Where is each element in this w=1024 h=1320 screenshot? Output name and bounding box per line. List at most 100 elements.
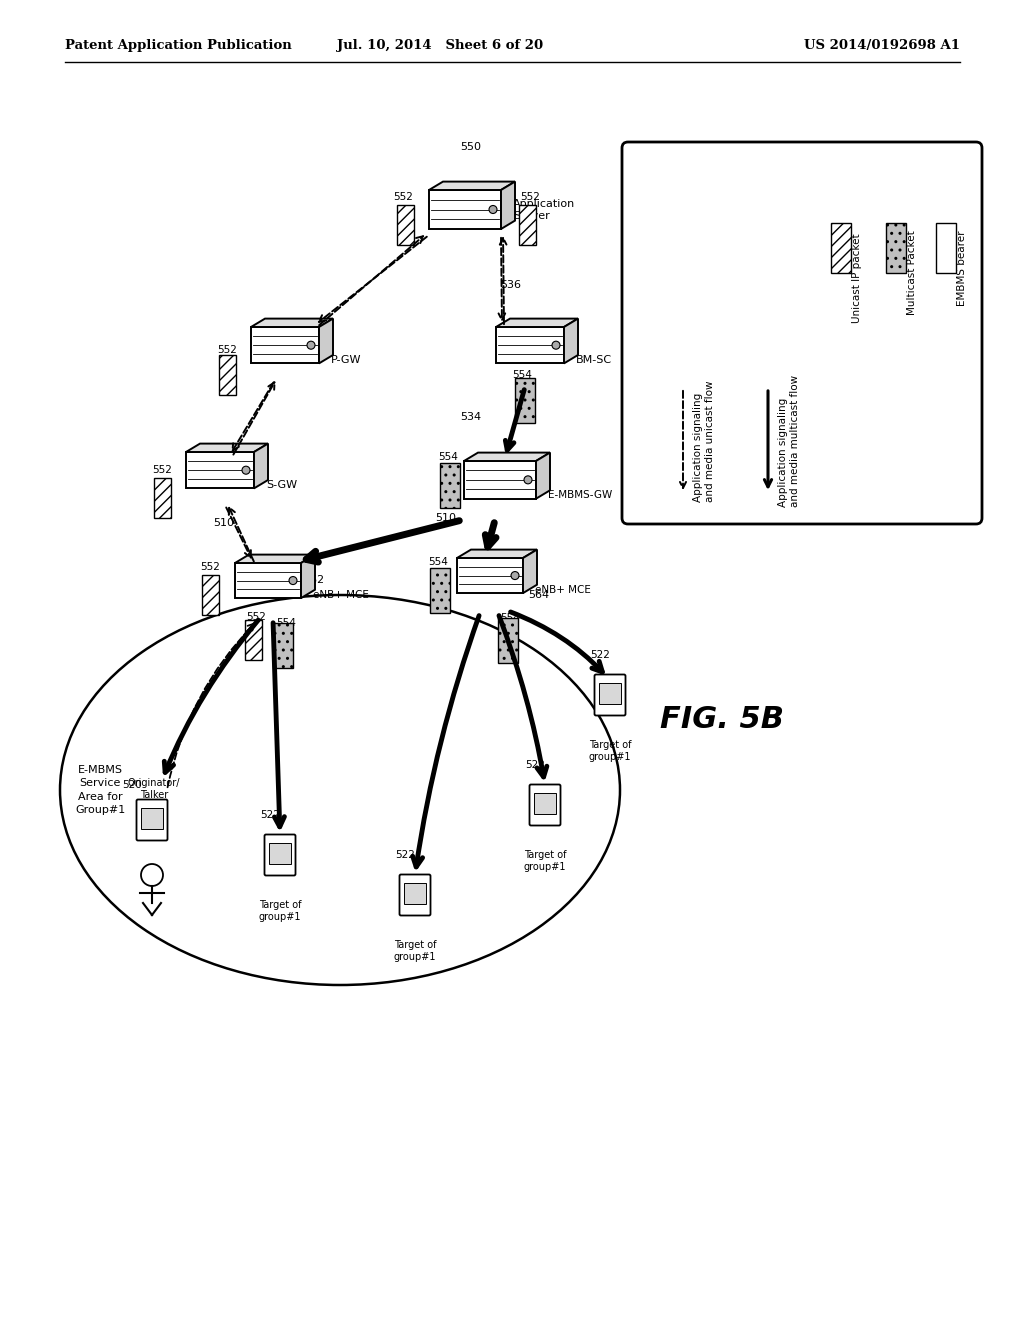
- Text: eNB+ MCE: eNB+ MCE: [313, 590, 369, 601]
- FancyBboxPatch shape: [154, 478, 171, 517]
- Text: FIG. 5B: FIG. 5B: [660, 705, 784, 734]
- Polygon shape: [536, 453, 550, 499]
- Text: Application
Server: Application Server: [513, 199, 575, 222]
- FancyBboxPatch shape: [404, 883, 426, 904]
- FancyBboxPatch shape: [251, 327, 319, 363]
- Text: 510: 510: [435, 513, 456, 523]
- FancyBboxPatch shape: [430, 568, 450, 612]
- Text: Application signaling
and media multicast flow: Application signaling and media multicas…: [778, 375, 801, 507]
- Text: E-MBMS
Service
Area for
Group#1: E-MBMS Service Area for Group#1: [75, 766, 125, 814]
- Text: 522: 522: [590, 649, 610, 660]
- Text: 522: 522: [260, 810, 280, 820]
- Text: 554: 554: [428, 557, 447, 568]
- Polygon shape: [186, 444, 268, 451]
- Text: 520: 520: [122, 780, 141, 789]
- FancyBboxPatch shape: [202, 576, 218, 615]
- Text: 552: 552: [200, 562, 220, 572]
- Text: Target of
group#1: Target of group#1: [589, 741, 631, 762]
- Text: 554: 554: [276, 618, 296, 628]
- Circle shape: [524, 475, 532, 484]
- Text: US 2014/0192698 A1: US 2014/0192698 A1: [804, 38, 961, 51]
- Polygon shape: [254, 444, 268, 488]
- Text: 554: 554: [500, 612, 520, 623]
- FancyBboxPatch shape: [936, 223, 956, 273]
- Text: Jul. 10, 2014   Sheet 6 of 20: Jul. 10, 2014 Sheet 6 of 20: [337, 38, 543, 51]
- FancyBboxPatch shape: [496, 327, 564, 363]
- Polygon shape: [301, 554, 315, 598]
- FancyBboxPatch shape: [886, 223, 906, 273]
- Text: 552: 552: [393, 191, 413, 202]
- FancyBboxPatch shape: [622, 143, 982, 524]
- Text: 550: 550: [460, 143, 481, 152]
- Polygon shape: [523, 549, 537, 593]
- Text: 536: 536: [500, 280, 521, 290]
- Text: eNB+ MCE: eNB+ MCE: [535, 585, 591, 595]
- Text: EMBMS bearer: EMBMS bearer: [957, 230, 967, 306]
- Polygon shape: [564, 318, 578, 363]
- FancyBboxPatch shape: [399, 874, 430, 916]
- Text: 552: 552: [217, 345, 237, 355]
- Text: Unicast IP packet: Unicast IP packet: [852, 234, 862, 323]
- FancyBboxPatch shape: [515, 378, 535, 422]
- FancyBboxPatch shape: [599, 682, 621, 704]
- Circle shape: [552, 341, 560, 350]
- FancyBboxPatch shape: [186, 451, 254, 488]
- Text: 564: 564: [528, 590, 549, 601]
- Text: Multicast Packet: Multicast Packet: [907, 231, 918, 315]
- Text: 554: 554: [438, 451, 458, 462]
- FancyBboxPatch shape: [534, 793, 556, 814]
- Text: 510: 510: [213, 517, 234, 528]
- Text: Originator/
Talker: Originator/ Talker: [128, 777, 180, 800]
- Circle shape: [511, 572, 519, 579]
- Text: BM-SC: BM-SC: [575, 355, 612, 366]
- Polygon shape: [319, 318, 333, 363]
- Polygon shape: [234, 554, 315, 564]
- FancyBboxPatch shape: [264, 834, 296, 875]
- Polygon shape: [251, 318, 333, 327]
- Text: Target of
group#1: Target of group#1: [523, 850, 566, 871]
- Text: S-GW: S-GW: [266, 480, 297, 490]
- Ellipse shape: [60, 595, 620, 985]
- FancyBboxPatch shape: [498, 618, 518, 663]
- Circle shape: [489, 206, 497, 214]
- Text: 552: 552: [152, 465, 172, 475]
- FancyBboxPatch shape: [529, 784, 560, 825]
- FancyBboxPatch shape: [518, 205, 536, 246]
- Circle shape: [242, 466, 250, 474]
- Text: P-GW: P-GW: [331, 355, 361, 366]
- Text: 552: 552: [520, 191, 540, 202]
- FancyBboxPatch shape: [429, 190, 501, 228]
- Polygon shape: [429, 182, 515, 190]
- Text: E-MBMS-GW: E-MBMS-GW: [548, 490, 612, 500]
- FancyBboxPatch shape: [396, 205, 414, 246]
- FancyBboxPatch shape: [234, 564, 301, 598]
- FancyBboxPatch shape: [457, 558, 523, 593]
- Polygon shape: [457, 549, 537, 558]
- Polygon shape: [496, 318, 578, 327]
- FancyBboxPatch shape: [136, 800, 168, 841]
- Text: 522: 522: [525, 760, 545, 770]
- Polygon shape: [501, 182, 515, 228]
- FancyBboxPatch shape: [245, 620, 261, 660]
- FancyBboxPatch shape: [440, 462, 460, 507]
- Polygon shape: [464, 453, 550, 461]
- Text: 552: 552: [246, 612, 266, 622]
- FancyBboxPatch shape: [464, 461, 536, 499]
- FancyBboxPatch shape: [218, 355, 236, 395]
- Text: Target of
group#1: Target of group#1: [394, 940, 436, 961]
- Text: 522: 522: [395, 850, 415, 861]
- Circle shape: [141, 865, 163, 886]
- Text: 534: 534: [460, 412, 481, 422]
- FancyBboxPatch shape: [595, 675, 626, 715]
- Text: Target of
group#1: Target of group#1: [259, 900, 301, 921]
- Circle shape: [289, 577, 297, 585]
- FancyBboxPatch shape: [141, 808, 163, 829]
- FancyBboxPatch shape: [273, 623, 293, 668]
- FancyBboxPatch shape: [831, 223, 851, 273]
- Text: 554: 554: [512, 370, 531, 380]
- Text: Application signaling
and media unicast flow: Application signaling and media unicast …: [693, 380, 716, 502]
- FancyBboxPatch shape: [269, 843, 291, 863]
- Circle shape: [307, 341, 315, 350]
- Text: Patent Application Publication: Patent Application Publication: [65, 38, 292, 51]
- Text: 562: 562: [303, 576, 325, 585]
